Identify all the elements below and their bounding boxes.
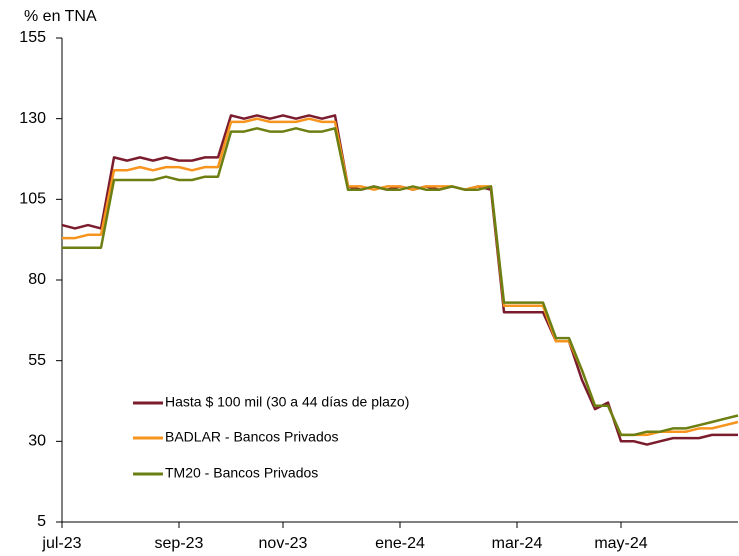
legend-label: TM20 - Bancos Privados (165, 465, 318, 481)
line-series (62, 127, 739, 437)
legend-label: Hasta $ 100 mil (30 a 44 días de plazo) (165, 394, 409, 410)
y-tick-label: 30 (28, 433, 46, 450)
x-tick-label: may-24 (594, 535, 647, 552)
line-series (62, 117, 739, 437)
y-axis-label: % en TNA (24, 8, 97, 25)
x-tick-label: jul-23 (41, 535, 81, 552)
y-tick-label: 155 (19, 29, 46, 46)
legend-label: BADLAR - Bancos Privados (165, 429, 339, 445)
y-tick-label: 80 (28, 271, 46, 288)
x-tick-label: nov-23 (259, 535, 308, 552)
y-tick-label: 5 (37, 513, 46, 530)
x-tick-label: ene-24 (375, 535, 425, 552)
x-tick-label: sep-23 (155, 535, 204, 552)
x-tick-label: mar-24 (492, 535, 543, 552)
y-tick-label: 105 (19, 191, 46, 208)
y-tick-label: 55 (28, 352, 46, 369)
y-tick-label: 130 (19, 110, 46, 127)
